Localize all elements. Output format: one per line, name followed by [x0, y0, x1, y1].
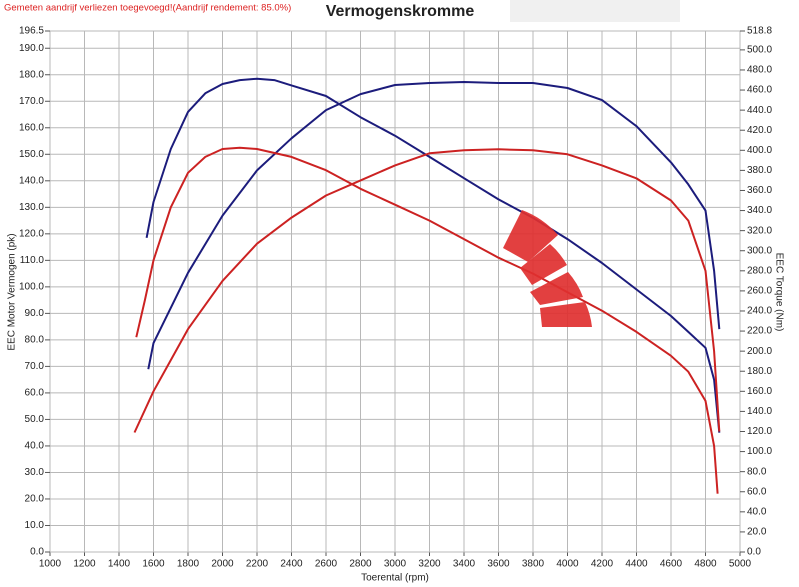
y2-tick-label: 20.0 [747, 527, 767, 538]
x-tick-label: 4000 [556, 559, 579, 570]
y2-tick-label: 360.0 [747, 185, 772, 196]
y-tick-label: 110.0 [20, 255, 45, 266]
x-tick-label: 1400 [108, 559, 131, 570]
y-tick-label: 120.0 [19, 228, 44, 239]
y2-tick-label: 140.0 [747, 406, 772, 417]
x-tick-label: 3200 [418, 559, 441, 570]
y-tick-label: 180.0 [19, 69, 44, 80]
y2-tick-label: 300.0 [747, 245, 772, 256]
y-tick-label: 170.0 [19, 96, 44, 107]
y-tick-label: 40.0 [25, 441, 45, 452]
chart-title: Vermogenskromme [326, 3, 475, 20]
series-line [135, 146, 719, 494]
y2-tick-label: 420.0 [747, 125, 772, 136]
x-tick-label: 1600 [142, 559, 165, 570]
series-line [147, 81, 721, 370]
logo [503, 210, 592, 327]
y-tick-label: 140.0 [19, 175, 44, 186]
y-tick-label: 100.0 [19, 282, 44, 293]
y-tick-label: 130.0 [19, 202, 44, 213]
y2-tick-label: 518.8 [747, 26, 772, 37]
x-tick-label: 3000 [384, 559, 407, 570]
x-tick-label: 2400 [280, 559, 303, 570]
y2-tick-label: 460.0 [747, 85, 772, 96]
subtitle: Gemeten aandrijf verliezen toegevoegd!(A… [4, 3, 291, 14]
x-tick-label: 2800 [349, 559, 372, 570]
y-tick-label: 50.0 [25, 414, 45, 425]
y-tick-label: 196.5 [19, 26, 44, 37]
x-tick-label: 2000 [211, 559, 234, 570]
y2-tick-label: 480.0 [747, 65, 772, 76]
x-tick-label: 4200 [591, 559, 614, 570]
y2-tick-label: 400.0 [747, 145, 772, 156]
x-tick-label: 5000 [729, 559, 752, 570]
y-tick-label: 160.0 [19, 122, 44, 133]
x-tick-label: 2200 [246, 559, 269, 570]
y2-tick-label: 100.0 [747, 446, 772, 457]
y2-tick-label: 340.0 [747, 205, 772, 216]
y2-tick-label: 440.0 [747, 105, 772, 116]
y-tick-label: 190.0 [19, 43, 44, 54]
y2-tick-label: 200.0 [747, 346, 772, 357]
y2-tick-label: 220.0 [747, 326, 772, 337]
y2-tick-label: 240.0 [747, 306, 772, 317]
y-tick-label: 30.0 [25, 467, 45, 478]
x-tick-label: 2600 [315, 559, 338, 570]
y-tick-label: 150.0 [19, 149, 44, 160]
y-tick-label: 70.0 [25, 361, 45, 372]
x-tick-label: 1000 [39, 559, 62, 570]
series-line [133, 148, 721, 433]
y2-tick-label: 80.0 [747, 466, 767, 477]
y2-tick-label: 280.0 [747, 265, 772, 276]
y2-axis-label: EEC Torque (Nm) [773, 253, 784, 332]
series-line [145, 77, 721, 433]
y2-tick-label: 380.0 [747, 165, 772, 176]
x-axis-label: Toerental (rpm) [361, 573, 429, 584]
y-tick-label: 80.0 [25, 335, 45, 346]
y2-tick-label: 180.0 [747, 366, 772, 377]
x-tick-label: 1200 [73, 559, 96, 570]
x-tick-label: 4600 [660, 559, 683, 570]
y2-tick-label: 500.0 [747, 45, 772, 56]
y2-tick-label: 320.0 [747, 225, 772, 236]
header-box [510, 0, 680, 22]
y-tick-label: 90.0 [25, 308, 45, 319]
x-tick-label: 3400 [453, 559, 476, 570]
x-tick-label: 3800 [522, 559, 545, 570]
y2-tick-label: 120.0 [747, 426, 772, 437]
x-tick-label: 3600 [487, 559, 510, 570]
x-tick-label: 1800 [177, 559, 200, 570]
y2-tick-label: 0.0 [747, 547, 761, 558]
y2-tick-label: 260.0 [747, 286, 772, 297]
y2-tick-label: 40.0 [747, 506, 767, 517]
y-tick-label: 0.0 [30, 547, 44, 558]
y-axis-label: EEC Motor Vermogen (pk) [7, 233, 18, 350]
x-tick-label: 4400 [625, 559, 648, 570]
y-tick-label: 20.0 [25, 494, 45, 505]
y-tick-label: 10.0 [25, 520, 45, 531]
y2-tick-label: 60.0 [747, 486, 767, 497]
y-tick-label: 60.0 [25, 388, 45, 399]
y2-tick-label: 160.0 [747, 386, 772, 397]
x-tick-label: 4800 [694, 559, 717, 570]
